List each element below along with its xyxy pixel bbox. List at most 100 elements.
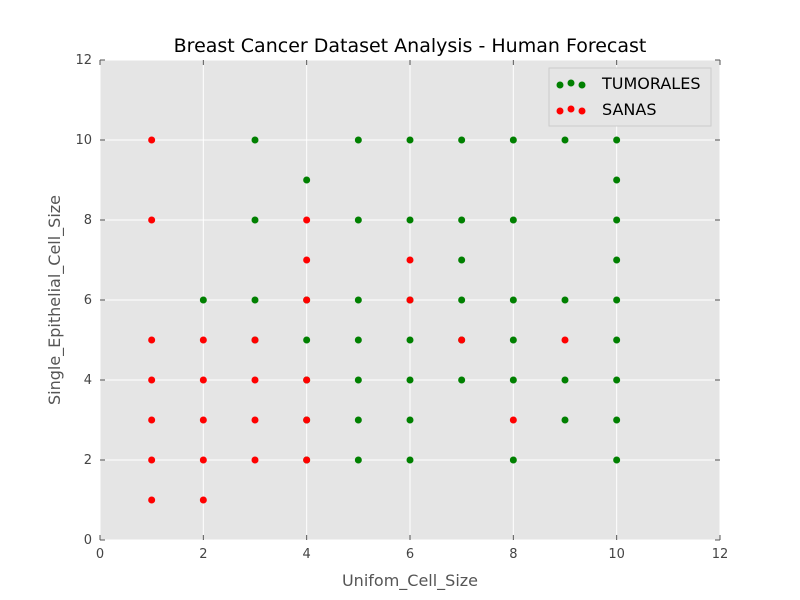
data-point-sanas bbox=[199, 496, 207, 504]
legend-dot bbox=[556, 107, 564, 115]
data-point-sanas bbox=[148, 376, 156, 384]
legend-dot bbox=[578, 107, 586, 115]
data-point-sanas bbox=[303, 296, 311, 304]
data-point-tumorales bbox=[509, 336, 517, 344]
legend-marker-sanas bbox=[556, 105, 586, 115]
data-point-sanas bbox=[509, 416, 517, 424]
legend-dot bbox=[578, 81, 586, 89]
data-point-tumorales bbox=[509, 296, 517, 304]
data-point-tumorales bbox=[613, 216, 621, 224]
legend: TUMORALES SANAS bbox=[548, 67, 712, 127]
data-point-sanas bbox=[199, 456, 207, 464]
data-point-tumorales bbox=[613, 376, 621, 384]
data-point-tumorales bbox=[561, 296, 569, 304]
data-point-tumorales bbox=[354, 216, 362, 224]
legend-label-tumorales: TUMORALES bbox=[601, 74, 700, 93]
data-point-tumorales bbox=[354, 456, 362, 464]
data-point-tumorales bbox=[561, 136, 569, 144]
data-point-tumorales bbox=[458, 376, 466, 384]
x-tick-label: 8 bbox=[509, 547, 517, 562]
data-point-tumorales bbox=[354, 416, 362, 424]
data-point-tumorales bbox=[354, 136, 362, 144]
data-point-sanas bbox=[303, 256, 311, 264]
data-point-sanas bbox=[199, 376, 207, 384]
legend-dot bbox=[567, 105, 575, 113]
data-point-tumorales bbox=[458, 216, 466, 224]
x-tick-label: 0 bbox=[96, 547, 104, 562]
data-point-tumorales bbox=[613, 136, 621, 144]
y-tick-label: 10 bbox=[75, 133, 92, 148]
data-point-sanas bbox=[199, 336, 207, 344]
y-tick-label: 2 bbox=[84, 453, 92, 468]
data-point-tumorales bbox=[613, 256, 621, 264]
data-point-sanas bbox=[561, 336, 569, 344]
data-point-tumorales bbox=[613, 336, 621, 344]
legend-label-sanas: SANAS bbox=[602, 100, 656, 119]
data-point-sanas bbox=[148, 136, 156, 144]
data-point-tumorales bbox=[561, 416, 569, 424]
data-point-sanas bbox=[251, 416, 259, 424]
data-point-tumorales bbox=[613, 176, 621, 184]
data-point-sanas bbox=[148, 216, 156, 224]
data-point-tumorales bbox=[509, 456, 517, 464]
data-point-sanas bbox=[406, 296, 414, 304]
data-point-sanas bbox=[199, 416, 207, 424]
data-point-tumorales bbox=[199, 296, 207, 304]
data-point-tumorales bbox=[613, 416, 621, 424]
data-point-tumorales bbox=[354, 336, 362, 344]
y-tick-label: 0 bbox=[84, 533, 92, 548]
data-point-tumorales bbox=[458, 136, 466, 144]
legend-dot bbox=[556, 81, 564, 89]
data-point-tumorales bbox=[251, 296, 259, 304]
legend-dot bbox=[567, 79, 575, 87]
x-tick-label: 2 bbox=[199, 547, 207, 562]
data-point-tumorales bbox=[354, 296, 362, 304]
y-tick-label: 6 bbox=[84, 293, 92, 308]
data-point-sanas bbox=[303, 216, 311, 224]
data-point-tumorales bbox=[509, 136, 517, 144]
data-point-sanas bbox=[148, 416, 156, 424]
data-point-tumorales bbox=[458, 296, 466, 304]
data-point-sanas bbox=[303, 456, 311, 464]
data-point-tumorales bbox=[458, 256, 466, 264]
data-point-tumorales bbox=[354, 376, 362, 384]
data-point-tumorales bbox=[406, 416, 414, 424]
data-point-tumorales bbox=[406, 336, 414, 344]
chart-title: Breast Cancer Dataset Analysis - Human F… bbox=[174, 35, 647, 57]
data-point-sanas bbox=[148, 336, 156, 344]
data-point-tumorales bbox=[406, 216, 414, 224]
y-tick-label: 12 bbox=[75, 53, 92, 68]
x-tick-label: 10 bbox=[608, 547, 625, 562]
data-point-sanas bbox=[251, 376, 259, 384]
data-point-tumorales bbox=[406, 456, 414, 464]
x-tick-label: 4 bbox=[303, 547, 311, 562]
data-point-sanas bbox=[303, 376, 311, 384]
data-point-tumorales bbox=[303, 336, 311, 344]
axis-ticks: 0 2 4 6 8 10 12 0 2 4 6 8 10 12 bbox=[75, 53, 728, 562]
data-point-tumorales bbox=[509, 216, 517, 224]
x-tick-label: 12 bbox=[712, 547, 729, 562]
data-point-tumorales bbox=[303, 176, 311, 184]
data-point-sanas bbox=[458, 336, 466, 344]
data-point-tumorales bbox=[251, 216, 259, 224]
data-point-tumorales bbox=[251, 136, 259, 144]
x-axis-label: Unifom_Cell_Size bbox=[342, 571, 478, 591]
data-point-tumorales bbox=[406, 376, 414, 384]
x-tick-label: 6 bbox=[406, 547, 414, 562]
data-point-tumorales bbox=[561, 376, 569, 384]
y-axis-label: Single_Epithelial_Cell_Size bbox=[45, 195, 65, 405]
data-point-tumorales bbox=[613, 456, 621, 464]
data-point-sanas bbox=[251, 336, 259, 344]
data-points bbox=[148, 136, 621, 504]
data-point-tumorales bbox=[406, 136, 414, 144]
data-point-sanas bbox=[303, 416, 311, 424]
legend-marker-tumorales bbox=[556, 79, 586, 89]
y-tick-label: 4 bbox=[84, 373, 92, 388]
data-point-sanas bbox=[148, 456, 156, 464]
data-point-sanas bbox=[148, 496, 156, 504]
data-point-tumorales bbox=[509, 376, 517, 384]
y-tick-label: 8 bbox=[84, 213, 92, 228]
data-point-sanas bbox=[251, 456, 259, 464]
data-point-tumorales bbox=[613, 296, 621, 304]
